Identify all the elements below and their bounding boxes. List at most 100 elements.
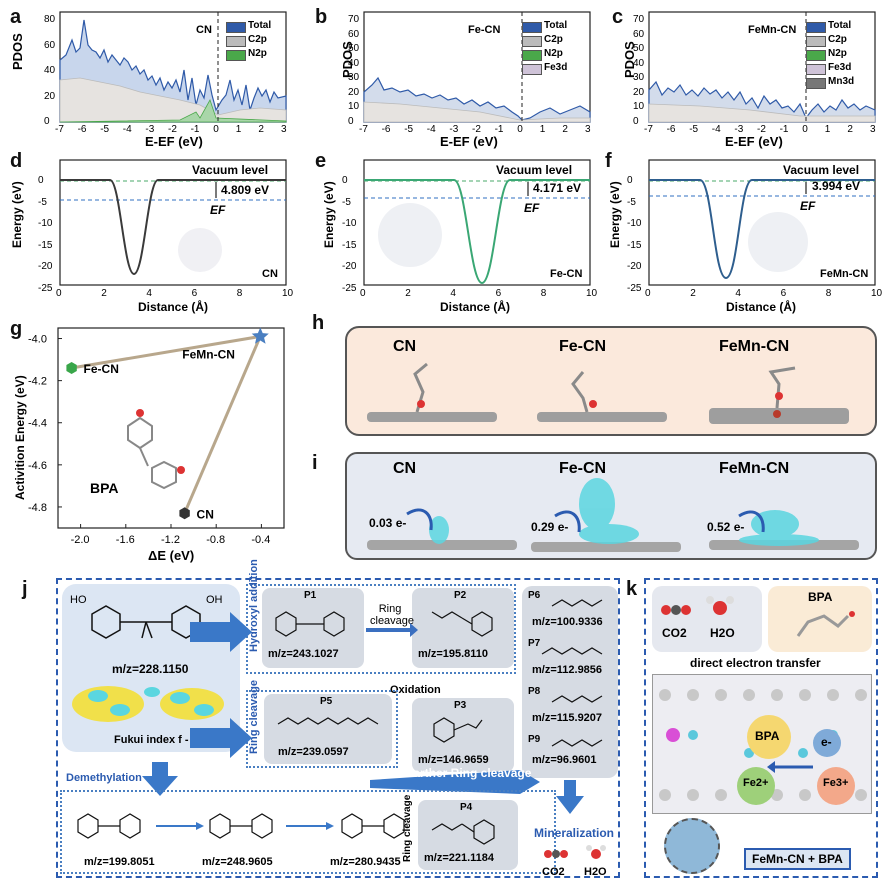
wf-ytick: -10 [38, 218, 53, 229]
pdos-chart-a [59, 11, 287, 123]
k-bpa-structure [796, 611, 855, 637]
bottom-dashed-box [60, 790, 556, 874]
panel-j-frame [56, 578, 620, 878]
farther-arrow [370, 770, 540, 794]
p8-mz: m/z=115.9207 [532, 712, 603, 724]
pdos-xtick: -2 [168, 124, 177, 135]
wf-ytick: -20 [627, 261, 642, 272]
bpa-arrows [190, 612, 252, 758]
i-label-cn: CN [393, 460, 417, 477]
panel-k-frame [644, 578, 878, 878]
legend-label: Total [828, 20, 852, 31]
pdos-ytick: 20 [633, 86, 645, 98]
k-bpa-ball-label: BPA [755, 729, 780, 743]
wf-chart-d [59, 159, 287, 286]
k-catalyst-sphere [664, 818, 720, 874]
p5-structure [277, 717, 379, 725]
g-point-label: CN [197, 507, 214, 521]
wf-ytick: -25 [342, 282, 357, 294]
legend-swatch [226, 22, 246, 33]
k-fe2-label: Fe2+ [743, 777, 769, 789]
wf-ytick: -20 [38, 261, 53, 272]
pdos-xtick: -2 [472, 124, 481, 135]
k-bpa-box: BPA [768, 586, 872, 652]
h2o-label-j: H2O [584, 866, 607, 878]
wf-ylabel-e: Energy (eV) [322, 181, 336, 248]
p6-mz: m/z=100.9336 [532, 616, 603, 628]
pdos-xtick: 3 [585, 124, 591, 135]
panel-label-d: d [10, 150, 23, 172]
panel-label-k: k [626, 578, 638, 600]
k-bpa-label: BPA [808, 590, 833, 604]
p5-box: P5 m/z=239.0597 [264, 694, 392, 764]
fukui-label: Fukui index f - [114, 734, 189, 746]
p7-name: P7 [528, 638, 541, 649]
wf-xtick: 2 [405, 288, 411, 299]
pdos-xlabel-b: E-EF (eV) [440, 134, 498, 149]
p7-mz: m/z=112.9856 [532, 664, 603, 676]
g-point-label: FeMn-CN [182, 347, 235, 361]
legend-label: Fe3d [544, 62, 568, 73]
g-point-cn [179, 507, 190, 520]
pdos-chart-b [363, 11, 591, 123]
panel-h-box: CN Fe-CN FeMn-CN [345, 326, 877, 436]
pdos-xtick: -5 [100, 124, 110, 135]
pdos-xtick: 0 [213, 124, 219, 135]
pdos-xtick: -3 [734, 124, 744, 135]
p1-name: P1 [304, 590, 317, 601]
pdos-xtick: 1 [824, 124, 831, 135]
wf-xlabel-e: Distance (Å) [440, 300, 511, 314]
pdos-ytick: 70 [633, 14, 645, 25]
pdos-row [59, 11, 876, 123]
p6-name: P6 [528, 590, 541, 601]
k-surface-box: BPA e- Fe2+ Fe3+ [652, 674, 872, 814]
pdos-xtick: 2 [847, 124, 853, 135]
wf-ylabel-d: Energy (eV) [10, 181, 24, 248]
legend-label: N2p [828, 48, 847, 59]
wf-ylabel-f: Energy (eV) [608, 181, 622, 248]
panel-label-h: h [312, 312, 325, 334]
panel-label-a: a [10, 6, 22, 28]
mineralization-label: Mineralization [534, 826, 615, 840]
pdos-ytick: 30 [633, 72, 645, 84]
wf-xtick: 2 [690, 288, 696, 299]
wf-xtick: 6 [780, 288, 787, 299]
legend-label: N2p [544, 48, 563, 59]
wf-chart-f [648, 159, 876, 286]
legend-swatch [806, 50, 826, 61]
pdos-xtick: 3 [870, 124, 876, 135]
p3-mz: m/z=146.9659 [418, 754, 489, 766]
panel-label-b: b [315, 6, 328, 28]
bottom-structures [77, 813, 405, 839]
pdos-ylabel-a: PDOS [10, 33, 25, 70]
bottom-mz-2: m/z=248.9605 [202, 856, 273, 868]
p5-dashed-box [246, 690, 398, 768]
pdos-ytick: 10 [348, 101, 360, 113]
co2-h2o-molecules [544, 845, 606, 859]
wf-ytick: -15 [342, 239, 357, 251]
g-link-line [183, 335, 262, 514]
wf-value-d: 4.809 eV [221, 183, 270, 197]
charge-cn: 0.03 e- [369, 516, 407, 530]
legend-label: Mn3d [828, 76, 855, 87]
pdos-ytick: 70 [348, 14, 360, 25]
legend-label: C2p [248, 34, 267, 45]
wf-ytick: -5 [627, 196, 636, 208]
g-ytick: -4.0 [28, 334, 47, 346]
pdos-xtick: -1 [779, 124, 789, 135]
vacuum-level-f: Vacuum level [783, 163, 860, 177]
charge-fecn: 0.29 e- [531, 520, 569, 534]
pdos-ytick: 20 [348, 86, 360, 98]
pdos-ytick: 60 [633, 28, 645, 40]
wf-xtick: 8 [825, 288, 832, 299]
legend-swatch [806, 36, 826, 47]
p6-p9-box: P6 m/z=100.9336 P7 m/z=112.9856 P8 m/z=1… [522, 586, 618, 778]
pdos-xtick: -5 [404, 124, 414, 135]
i-label-fecn: Fe-CN [559, 460, 607, 477]
wf-name-f: FeMn-CN [820, 268, 869, 280]
wf-xtick: 2 [101, 288, 107, 299]
k-products-box: CO2 H2O [652, 586, 762, 652]
pdos-xtick: 1 [235, 124, 242, 135]
vacuum-level-d: Vacuum level [192, 163, 269, 177]
g-ylabel: Activition Energy (eV) [13, 375, 27, 500]
